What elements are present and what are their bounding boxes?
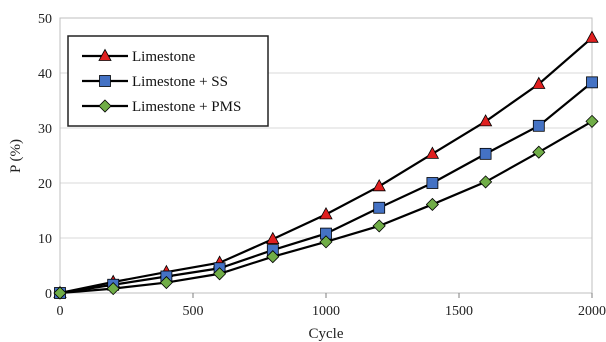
- legend: Limestone Limestone + SS Limestone + PMS: [67, 35, 269, 127]
- series-group: [53, 30, 599, 300]
- data-point: [159, 275, 173, 290]
- x-tick-label: 500: [183, 304, 204, 319]
- data-point: [532, 145, 546, 159]
- data-point: [585, 114, 599, 128]
- data-point: [479, 175, 493, 189]
- y-tick-label: 50: [38, 12, 52, 27]
- y-axis-ticks: 0 10 20 30 40 50: [38, 12, 52, 302]
- data-point: [372, 219, 386, 233]
- legend-marker: [99, 75, 111, 87]
- series-3: [53, 114, 599, 300]
- legend-label: Limestone + PMS: [132, 99, 241, 115]
- legend-marker: [98, 48, 112, 61]
- data-point: [319, 207, 333, 220]
- x-tick-label: 1000: [312, 304, 340, 319]
- legend-items: Limestone Limestone + SS Limestone + PMS: [82, 48, 241, 115]
- y-tick-label: 40: [38, 67, 52, 82]
- data-point: [53, 286, 67, 300]
- x-tick-label: 2000: [578, 304, 606, 319]
- data-point: [532, 119, 545, 132]
- y-axis-title: P (%): [8, 139, 24, 173]
- data-point: [478, 114, 493, 127]
- data-point: [479, 147, 492, 160]
- data-point: [266, 250, 280, 264]
- x-tick-label: 1500: [445, 304, 473, 319]
- legend-label: Limestone + SS: [132, 74, 228, 90]
- data-point: [106, 282, 120, 296]
- data-point: [425, 197, 439, 212]
- legend-marker: [98, 99, 112, 113]
- data-point: [213, 267, 227, 281]
- data-point: [426, 177, 439, 189]
- x-tick-label: 0: [57, 304, 64, 319]
- data-point: [266, 231, 280, 245]
- data-point: [319, 235, 333, 249]
- data-point: [425, 146, 440, 159]
- y-tick-label: 0: [45, 287, 52, 302]
- data-point: [585, 30, 599, 43]
- legend-label: Limestone: [132, 49, 196, 65]
- y-tick-label: 10: [38, 232, 52, 247]
- y-tick-label: 20: [38, 177, 52, 192]
- x-axis-ticks: 0 500 1000 1500 2000: [57, 293, 606, 319]
- x-axis-title: Cycle: [309, 326, 344, 342]
- data-point: [373, 201, 386, 214]
- data-point: [586, 76, 598, 89]
- data-point: [532, 76, 546, 89]
- data-point: [372, 178, 386, 192]
- y-tick-label: 30: [38, 122, 52, 137]
